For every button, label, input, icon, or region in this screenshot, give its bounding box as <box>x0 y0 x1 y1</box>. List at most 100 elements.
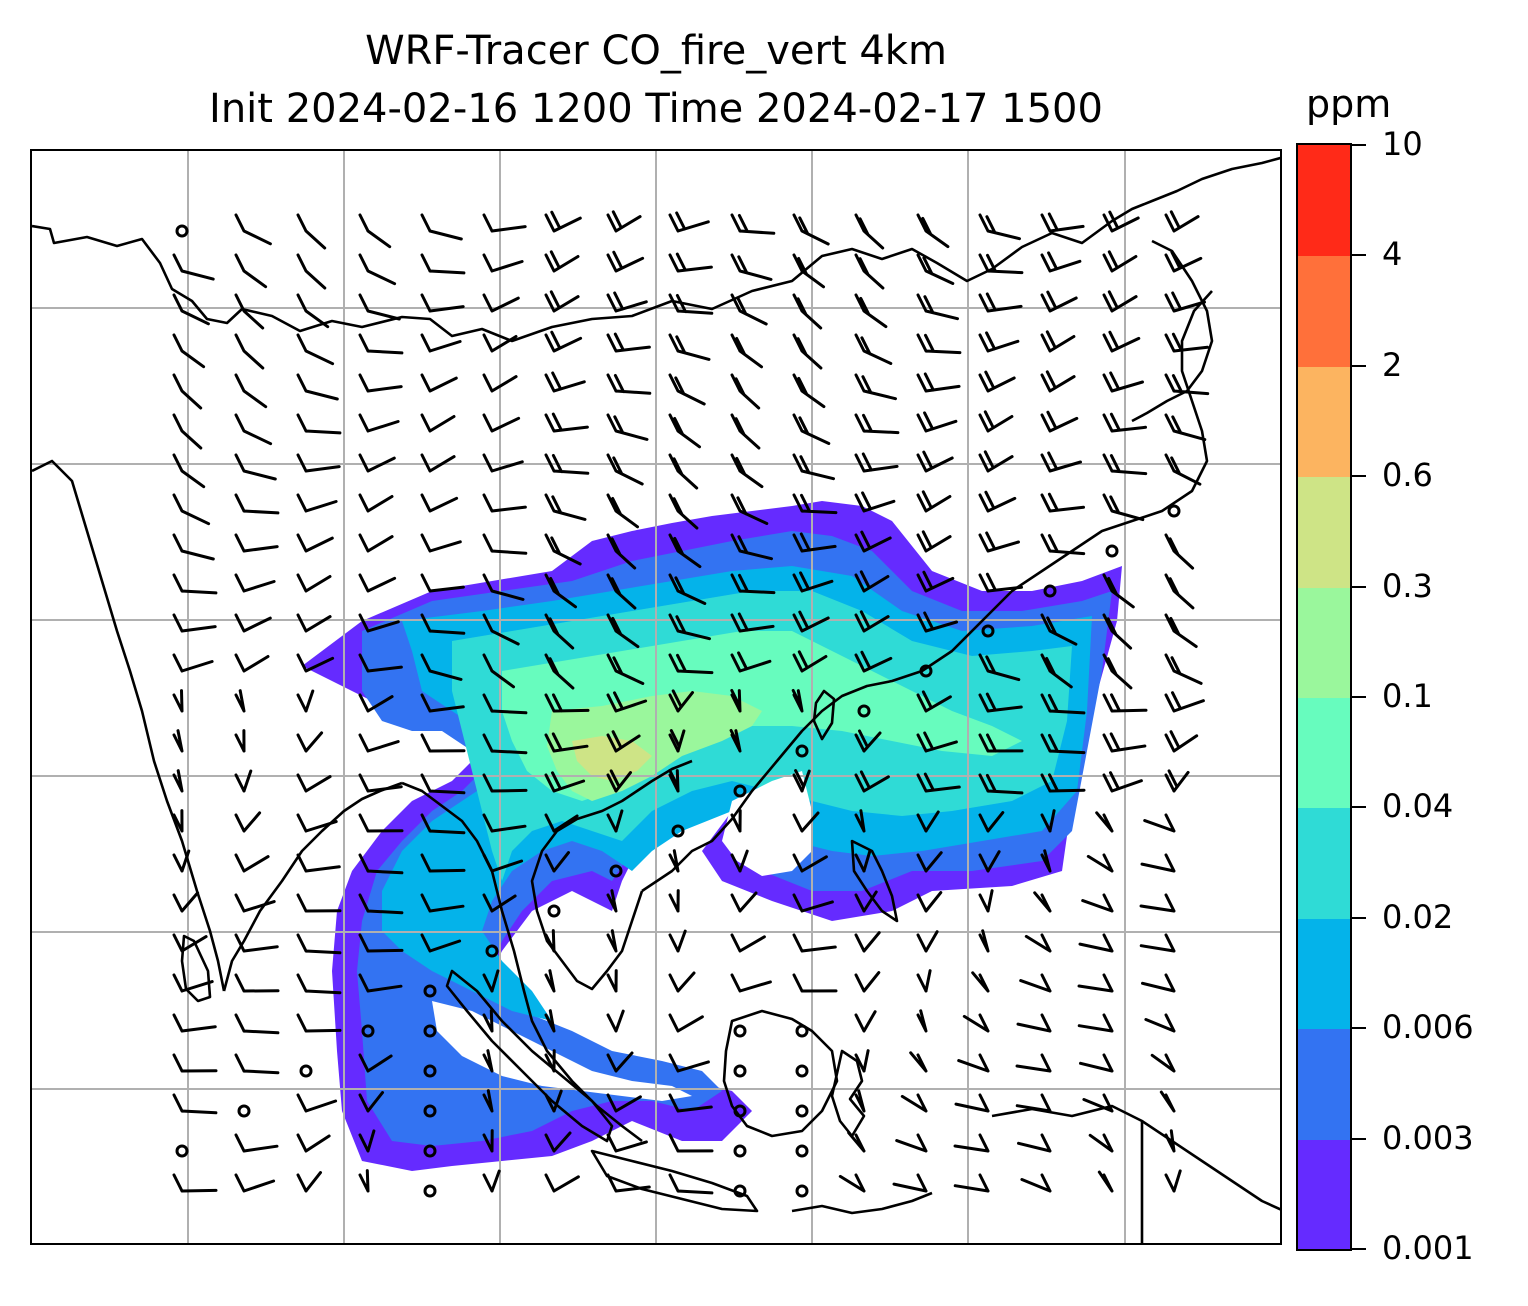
calm-wind-marker <box>795 744 809 758</box>
coastline-asia-north <box>32 156 1280 343</box>
wind-barb <box>358 253 397 286</box>
wind-barb <box>909 1051 928 1073</box>
wind-barb <box>420 573 465 593</box>
wind-barb <box>730 612 775 633</box>
wind-barb <box>544 453 590 475</box>
wind-barb <box>358 1091 384 1113</box>
calm-wind-marker <box>795 1184 809 1198</box>
wind-barb <box>234 811 262 833</box>
wind-barb <box>234 293 265 330</box>
wind-barb <box>234 573 276 593</box>
wind-barb <box>1081 893 1114 913</box>
wind-barb <box>954 1093 990 1113</box>
wind-barb <box>1164 730 1199 753</box>
wind-barb <box>482 573 525 601</box>
wind-barb <box>1164 332 1209 353</box>
wind-barb <box>606 493 639 529</box>
wind-barb <box>296 213 327 250</box>
colorbar-tick-label: 4 <box>1382 235 1403 274</box>
wind-barb <box>1040 809 1056 833</box>
wind-barb <box>172 373 203 410</box>
wind-barb <box>1164 373 1210 396</box>
map-panel <box>30 149 1282 1245</box>
wind-barb <box>172 293 210 326</box>
wind-barb <box>1040 410 1079 433</box>
colorbar-tick <box>1352 364 1366 367</box>
wind-barb <box>668 573 707 605</box>
wind-barb <box>962 1013 990 1033</box>
wind-barb <box>420 333 462 353</box>
wind-barb <box>792 893 834 913</box>
wind-barb <box>296 689 315 713</box>
wind-barb <box>296 773 332 793</box>
wind-barb <box>668 211 710 233</box>
wind-barb <box>358 613 400 633</box>
wind-barb <box>482 1129 494 1153</box>
coastline-sumatra <box>445 969 614 1143</box>
wind-barb <box>730 809 742 833</box>
colorbar-tick-label: 0.006 <box>1382 1008 1474 1047</box>
wind-barb <box>730 333 763 369</box>
wind-barb <box>544 929 556 953</box>
wind-barb <box>668 293 714 315</box>
wind-barb <box>730 413 761 450</box>
wind-barb <box>854 253 885 290</box>
colorbar-tick <box>1352 696 1366 698</box>
wind-barb <box>916 372 961 393</box>
wind-barb <box>482 813 527 833</box>
wind-barb <box>544 771 586 793</box>
wind-barb <box>234 413 273 446</box>
wind-barb <box>916 810 940 833</box>
wind-barb <box>1102 453 1148 476</box>
wind-barb <box>1095 811 1114 833</box>
wind-barb <box>668 413 701 449</box>
wind-barb <box>1102 412 1147 433</box>
colorbar-segment <box>1298 476 1350 588</box>
wind-barb <box>1164 613 1198 648</box>
wind-barb <box>482 853 524 873</box>
wind-barb <box>792 413 831 445</box>
wind-barb <box>978 653 1021 682</box>
wind-barb <box>358 693 394 713</box>
wind-barb <box>916 333 962 355</box>
wind-barb <box>1164 413 1207 442</box>
wind-barb <box>668 729 686 753</box>
wind-barb <box>854 849 872 873</box>
colorbar-tick-label: 0.02 <box>1382 897 1454 936</box>
wind-barb <box>978 292 1023 313</box>
wind-barb <box>1150 1053 1176 1073</box>
wind-barb <box>544 693 590 713</box>
wind-barb <box>668 653 714 675</box>
wind-barb <box>1164 291 1206 313</box>
wind-barb <box>668 373 706 406</box>
wind-barb <box>172 533 215 561</box>
wind-barb <box>482 653 515 689</box>
calm-wind-marker <box>361 1024 375 1038</box>
wind-barb <box>792 650 828 673</box>
colorbar-tick-label: 2 <box>1382 345 1403 384</box>
wind-barb <box>792 293 823 330</box>
wind-barb <box>1102 732 1147 753</box>
wind-barb <box>1082 1093 1114 1113</box>
wind-barb <box>358 333 404 355</box>
wind-barb <box>730 933 766 953</box>
wind-barb <box>296 813 338 833</box>
calm-wind-marker <box>981 624 995 638</box>
wind-barb <box>358 893 404 915</box>
wind-barb <box>668 929 687 953</box>
calm-wind-marker <box>1167 504 1181 518</box>
co-field-gap <box>722 771 812 876</box>
wind-barb <box>792 769 811 793</box>
colorbar-tick <box>1352 585 1366 588</box>
calm-wind-marker <box>919 664 933 678</box>
wind-barb <box>1164 533 1195 570</box>
wind-barb <box>668 769 680 793</box>
wind-barb <box>730 533 773 561</box>
wind-barb <box>358 853 404 875</box>
wind-barb <box>234 769 253 793</box>
wind-barb <box>792 610 830 633</box>
wind-barb <box>296 293 330 329</box>
wind-barb <box>854 931 881 953</box>
wind-barb <box>854 333 893 365</box>
colorbar-tick-label: 0.003 <box>1382 1118 1474 1157</box>
